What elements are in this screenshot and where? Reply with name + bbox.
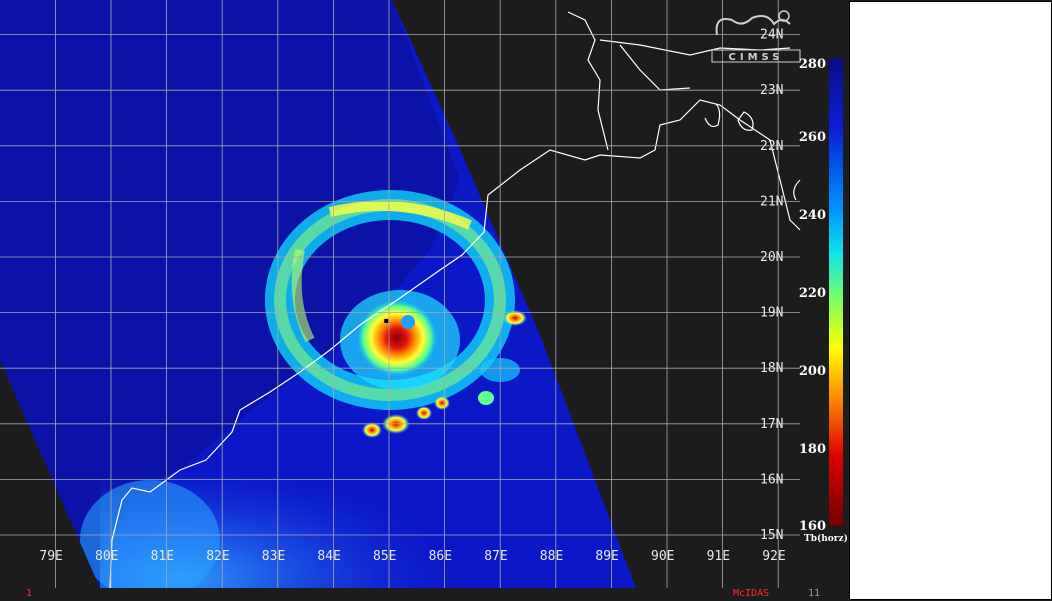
latitude-label: 22N xyxy=(760,139,783,154)
latitude-label: 15N xyxy=(760,528,783,543)
longitude-labels: 79E 80E 81E 82E 83E 84E 85E 86E 87E 88E 89E 90E 91E 9… xyxy=(39,549,785,564)
longitude-label: 88E xyxy=(540,549,563,564)
latitude-label: 17N xyxy=(760,417,783,432)
satellite-map: 79E 80E 81E 82E 83E 84E 85E 86E 87E 88E 89E 90E 91E 9… xyxy=(0,0,848,589)
longitude-label: 89E xyxy=(595,549,618,564)
latitude-label: 19N xyxy=(760,306,783,321)
storm-core xyxy=(340,290,460,390)
latitude-label: 18N xyxy=(760,361,783,376)
longitude-label: 90E xyxy=(651,549,674,564)
longitude-label: 91E xyxy=(707,549,730,564)
colorbar-tick-label: 220 xyxy=(799,286,826,301)
frame-count: 11 xyxy=(808,588,821,599)
storm-center-marker xyxy=(384,318,389,323)
colorbar-tick-label: 200 xyxy=(799,364,826,379)
latitude-label: 20N xyxy=(760,250,783,265)
colorbar-tick-label: 180 xyxy=(799,442,826,457)
longitude-label: 92E xyxy=(762,549,785,564)
longitude-label: 81E xyxy=(151,549,174,564)
latitude-labels: 24N 23N 22N 21N 20N 19N 18N 17N 16N 15N xyxy=(760,28,783,543)
longitude-label: 85E xyxy=(373,549,396,564)
latitude-label: 21N xyxy=(760,194,783,209)
cimss-logo: CIMSS xyxy=(711,10,801,63)
longitude-label: 87E xyxy=(484,549,507,564)
colorbar-tick-label: 160 xyxy=(799,519,826,534)
frame-indicator: 1 xyxy=(26,588,33,599)
longitude-label: 80E xyxy=(95,549,118,564)
longitude-label: 79E xyxy=(39,549,62,564)
blank-panel xyxy=(849,1,1052,600)
graticule xyxy=(0,0,800,588)
colorbar-gradient xyxy=(829,58,843,526)
colorbar-units: Tb(horz) xyxy=(804,533,848,544)
longitude-label: 84E xyxy=(317,549,340,564)
longitude-label: 86E xyxy=(429,549,452,564)
mcidas-label: McIDAS xyxy=(733,588,770,599)
latitude-label: 16N xyxy=(760,472,783,487)
map-canvas: 79E 80E 81E 82E 83E 84E 85E 86E 87E 88E 89E 90E 91E 9… xyxy=(0,0,848,589)
colorbar-tick-label: 280 xyxy=(799,57,826,72)
colorbar: 280 260 240 220 200 180 160 Tb(horz) xyxy=(799,57,848,544)
latitude-label: 24N xyxy=(760,28,783,43)
longitude-label: 82E xyxy=(206,549,229,564)
colorbar-tick-label: 240 xyxy=(799,208,826,223)
longitude-label: 83E xyxy=(262,549,285,564)
latitude-label: 23N xyxy=(760,83,783,98)
colorbar-tick-labels: 280 260 240 220 200 180 160 xyxy=(799,57,826,534)
colorbar-tick-label: 260 xyxy=(799,130,826,145)
logo-text: CIMSS xyxy=(729,52,784,63)
